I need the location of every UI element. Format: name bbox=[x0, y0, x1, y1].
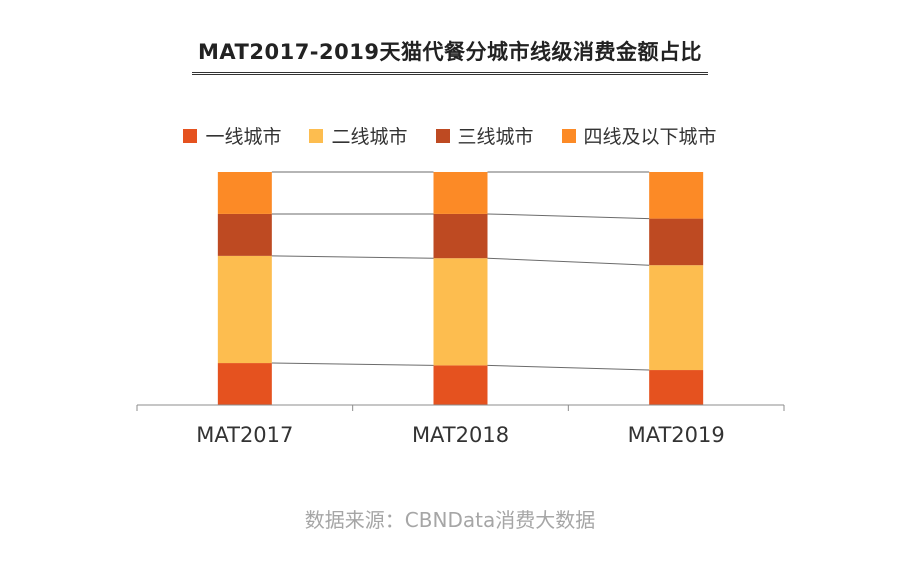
data-source: 数据来源：CBNData消费大数据 bbox=[304, 508, 596, 532]
legend-item-1: 二线城市 bbox=[309, 122, 408, 149]
chart-title-wrap: MAT2017-2019天猫代餐分城市线级消费金额占比 bbox=[0, 36, 900, 75]
legend-label-0: 一线城市 bbox=[205, 126, 282, 148]
series-connector-0-2 bbox=[271, 255, 434, 259]
x-tick-label-1: MAT2018 bbox=[412, 423, 509, 447]
legend-swatch-3 bbox=[561, 128, 576, 143]
bar-MAT2018-series-3 bbox=[433, 172, 488, 214]
series-connector-1-3 bbox=[487, 213, 650, 220]
x-tick-label-2: MAT2019 bbox=[628, 423, 725, 447]
legend-label-1: 二线城市 bbox=[331, 126, 408, 148]
bar-MAT2019-series-1 bbox=[649, 265, 704, 371]
series-connector-1-1 bbox=[487, 364, 650, 371]
legend-label-2: 三线城市 bbox=[457, 126, 534, 148]
legend-item-3: 四线及以下城市 bbox=[561, 122, 717, 149]
bar-MAT2019-series-3 bbox=[649, 172, 704, 219]
bar-MAT2019-series-0 bbox=[649, 370, 704, 405]
bar-MAT2019-series-2 bbox=[649, 218, 704, 266]
legend-label-3: 四线及以下城市 bbox=[583, 126, 717, 148]
series-connector-0-1 bbox=[271, 362, 434, 366]
bar-MAT2017-series-2 bbox=[217, 213, 272, 256]
legend-item-2: 三线城市 bbox=[435, 122, 534, 149]
series-connector-1-2 bbox=[487, 257, 650, 266]
legend-swatch-1 bbox=[309, 128, 324, 143]
bar-MAT2018-series-2 bbox=[433, 213, 488, 259]
bar-MAT2017-series-0 bbox=[217, 363, 272, 405]
bar-MAT2017-series-3 bbox=[217, 172, 272, 214]
bar-MAT2018-series-1 bbox=[433, 258, 488, 366]
legend-swatch-0 bbox=[183, 128, 198, 143]
legend-swatch-2 bbox=[435, 128, 450, 143]
bar-MAT2018-series-0 bbox=[433, 365, 488, 405]
x-tick-label-0: MAT2017 bbox=[196, 423, 293, 447]
legend-item-0: 一线城市 bbox=[183, 122, 281, 149]
chart-title: MAT2017-2019天猫代餐分城市线级消费金额占比 bbox=[192, 36, 708, 75]
chart-legend: 一线城市 二线城市 三线城市 四线及以下城市 bbox=[0, 122, 900, 149]
bar-MAT2017-series-1 bbox=[217, 255, 272, 364]
